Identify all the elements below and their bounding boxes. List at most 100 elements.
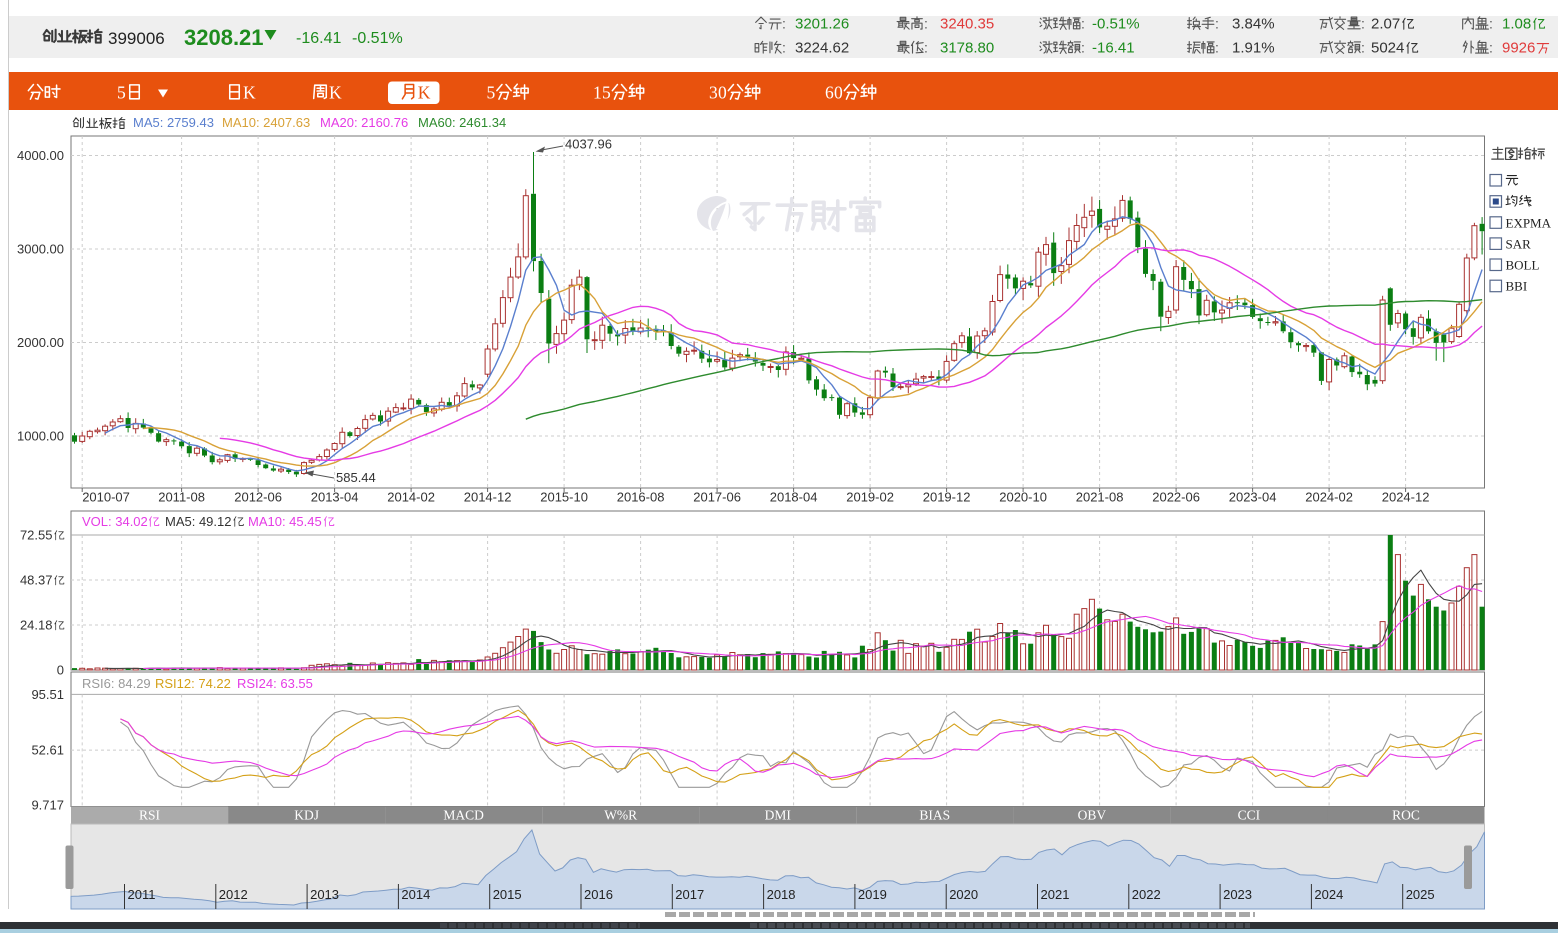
svg-text:RSI24: 63.55: RSI24: 63.55 bbox=[237, 676, 313, 691]
svg-text:2016-08: 2016-08 bbox=[617, 490, 665, 505]
svg-text:2014-12: 2014-12 bbox=[464, 490, 512, 505]
svg-text:4000.00: 4000.00 bbox=[17, 148, 64, 163]
svg-text:2012-06: 2012-06 bbox=[234, 490, 282, 505]
svg-text:2010-07: 2010-07 bbox=[82, 490, 130, 505]
svg-text:CCI: CCI bbox=[1238, 808, 1261, 823]
svg-text:K: K bbox=[243, 83, 256, 103]
svg-text:BOLL: BOLL bbox=[1506, 258, 1540, 273]
svg-text:2022: 2022 bbox=[1132, 887, 1161, 902]
svg-text:1: 1 bbox=[593, 83, 602, 103]
svg-text:2011: 2011 bbox=[128, 887, 156, 902]
svg-text:2013-04: 2013-04 bbox=[311, 490, 359, 505]
svg-text:2018: 2018 bbox=[767, 887, 796, 902]
svg-text::: : bbox=[1361, 40, 1365, 56]
svg-text::: : bbox=[1081, 40, 1085, 56]
svg-text:2019-02: 2019-02 bbox=[846, 490, 894, 505]
svg-text:3201.26: 3201.26 bbox=[795, 16, 849, 33]
svg-text:2023: 2023 bbox=[1223, 887, 1252, 902]
svg-text:4037.96: 4037.96 bbox=[565, 137, 612, 152]
svg-text:5: 5 bbox=[487, 83, 496, 103]
svg-text:3000.00: 3000.00 bbox=[17, 242, 64, 257]
svg-text:5024: 5024 bbox=[1371, 40, 1404, 57]
svg-text:RSI: RSI bbox=[139, 808, 161, 823]
svg-text:BIAS: BIAS bbox=[919, 808, 950, 823]
svg-text:2018-04: 2018-04 bbox=[770, 490, 818, 505]
svg-text:9926: 9926 bbox=[1502, 40, 1535, 57]
svg-text:2021-08: 2021-08 bbox=[1076, 490, 1124, 505]
svg-text:2014: 2014 bbox=[401, 887, 430, 902]
svg-text:95.51: 95.51 bbox=[31, 687, 64, 702]
svg-text:K: K bbox=[329, 83, 342, 103]
svg-text:2016: 2016 bbox=[584, 887, 613, 902]
svg-text::: : bbox=[1489, 16, 1493, 32]
svg-text:-16.41: -16.41 bbox=[1092, 40, 1135, 57]
svg-text:72.55: 72.55 bbox=[20, 528, 53, 543]
svg-text:0: 0 bbox=[57, 663, 64, 678]
svg-text:RSI12: 74.22: RSI12: 74.22 bbox=[155, 676, 231, 691]
svg-text:2020: 2020 bbox=[949, 887, 978, 902]
svg-text:MA60: 2461.34: MA60: 2461.34 bbox=[418, 115, 506, 130]
svg-text:BBI: BBI bbox=[1506, 279, 1528, 294]
svg-text:2.07: 2.07 bbox=[1371, 16, 1400, 33]
svg-text:2023-04: 2023-04 bbox=[1229, 490, 1277, 505]
svg-text:MA5: 2759.43: MA5: 2759.43 bbox=[133, 115, 214, 130]
svg-text:3208.21: 3208.21 bbox=[184, 25, 264, 50]
svg-text:3240.35: 3240.35 bbox=[940, 16, 994, 33]
svg-text::: : bbox=[782, 16, 786, 32]
svg-text:2024-02: 2024-02 bbox=[1305, 490, 1353, 505]
svg-text:5: 5 bbox=[117, 83, 126, 103]
svg-text:2017: 2017 bbox=[675, 887, 704, 902]
svg-text:-16.41: -16.41 bbox=[296, 30, 341, 47]
svg-text::: : bbox=[924, 16, 928, 32]
svg-text:2021: 2021 bbox=[1041, 887, 1070, 902]
svg-text:3.84%: 3.84% bbox=[1232, 16, 1275, 33]
svg-text:DMI: DMI bbox=[765, 808, 792, 823]
svg-text:2013: 2013 bbox=[310, 887, 339, 902]
svg-text:3178.80: 3178.80 bbox=[940, 40, 994, 57]
svg-text:VOL: 34.02: VOL: 34.02 bbox=[82, 514, 148, 529]
svg-text:MA10: 45.45: MA10: 45.45 bbox=[248, 514, 322, 529]
svg-text:MA5: 49.12: MA5: 49.12 bbox=[165, 514, 232, 529]
svg-text:OBV: OBV bbox=[1078, 808, 1107, 823]
svg-text::: : bbox=[782, 40, 786, 56]
svg-text::: : bbox=[1361, 16, 1365, 32]
svg-text:SAR: SAR bbox=[1506, 236, 1532, 251]
svg-text:2014-02: 2014-02 bbox=[387, 490, 435, 505]
svg-text:9.717: 9.717 bbox=[31, 798, 64, 813]
svg-text:0: 0 bbox=[718, 83, 727, 103]
svg-text::: : bbox=[1215, 40, 1219, 56]
svg-text:0: 0 bbox=[834, 83, 843, 103]
svg-text:-0.51%: -0.51% bbox=[352, 30, 403, 47]
svg-text:RSI6: 84.29: RSI6: 84.29 bbox=[82, 676, 151, 691]
svg-text::: : bbox=[924, 40, 928, 56]
svg-text::: : bbox=[1489, 40, 1493, 56]
svg-text::: : bbox=[1215, 16, 1219, 32]
svg-text:2015-10: 2015-10 bbox=[540, 490, 588, 505]
svg-text:1000.00: 1000.00 bbox=[17, 429, 64, 444]
svg-text:KDJ: KDJ bbox=[294, 808, 319, 823]
svg-text:ROC: ROC bbox=[1392, 808, 1420, 823]
svg-text:2025: 2025 bbox=[1406, 887, 1435, 902]
svg-text:1.08: 1.08 bbox=[1502, 16, 1531, 33]
svg-text:2019-12: 2019-12 bbox=[923, 490, 971, 505]
svg-text:2012: 2012 bbox=[219, 887, 248, 902]
svg-text:2024-12: 2024-12 bbox=[1382, 490, 1430, 505]
svg-text:2022-06: 2022-06 bbox=[1152, 490, 1200, 505]
svg-text:48.37: 48.37 bbox=[20, 573, 53, 588]
svg-text:1.91%: 1.91% bbox=[1232, 40, 1275, 57]
svg-text:2020-10: 2020-10 bbox=[999, 490, 1047, 505]
svg-text:585.44: 585.44 bbox=[336, 470, 376, 485]
svg-text::: : bbox=[1081, 16, 1085, 32]
svg-text:2011-08: 2011-08 bbox=[158, 490, 205, 505]
svg-text:399006: 399006 bbox=[108, 29, 165, 48]
svg-text:MACD: MACD bbox=[443, 808, 484, 823]
svg-text:K: K bbox=[418, 83, 431, 103]
svg-text:EXPMA: EXPMA bbox=[1506, 215, 1552, 230]
svg-text:2017-06: 2017-06 bbox=[693, 490, 741, 505]
svg-text:W%R: W%R bbox=[604, 808, 637, 823]
svg-text:2019: 2019 bbox=[858, 887, 887, 902]
svg-text:3: 3 bbox=[709, 83, 718, 103]
svg-text:3224.62: 3224.62 bbox=[795, 40, 849, 57]
svg-text:2024: 2024 bbox=[1314, 887, 1343, 902]
svg-text:2015: 2015 bbox=[493, 887, 522, 902]
